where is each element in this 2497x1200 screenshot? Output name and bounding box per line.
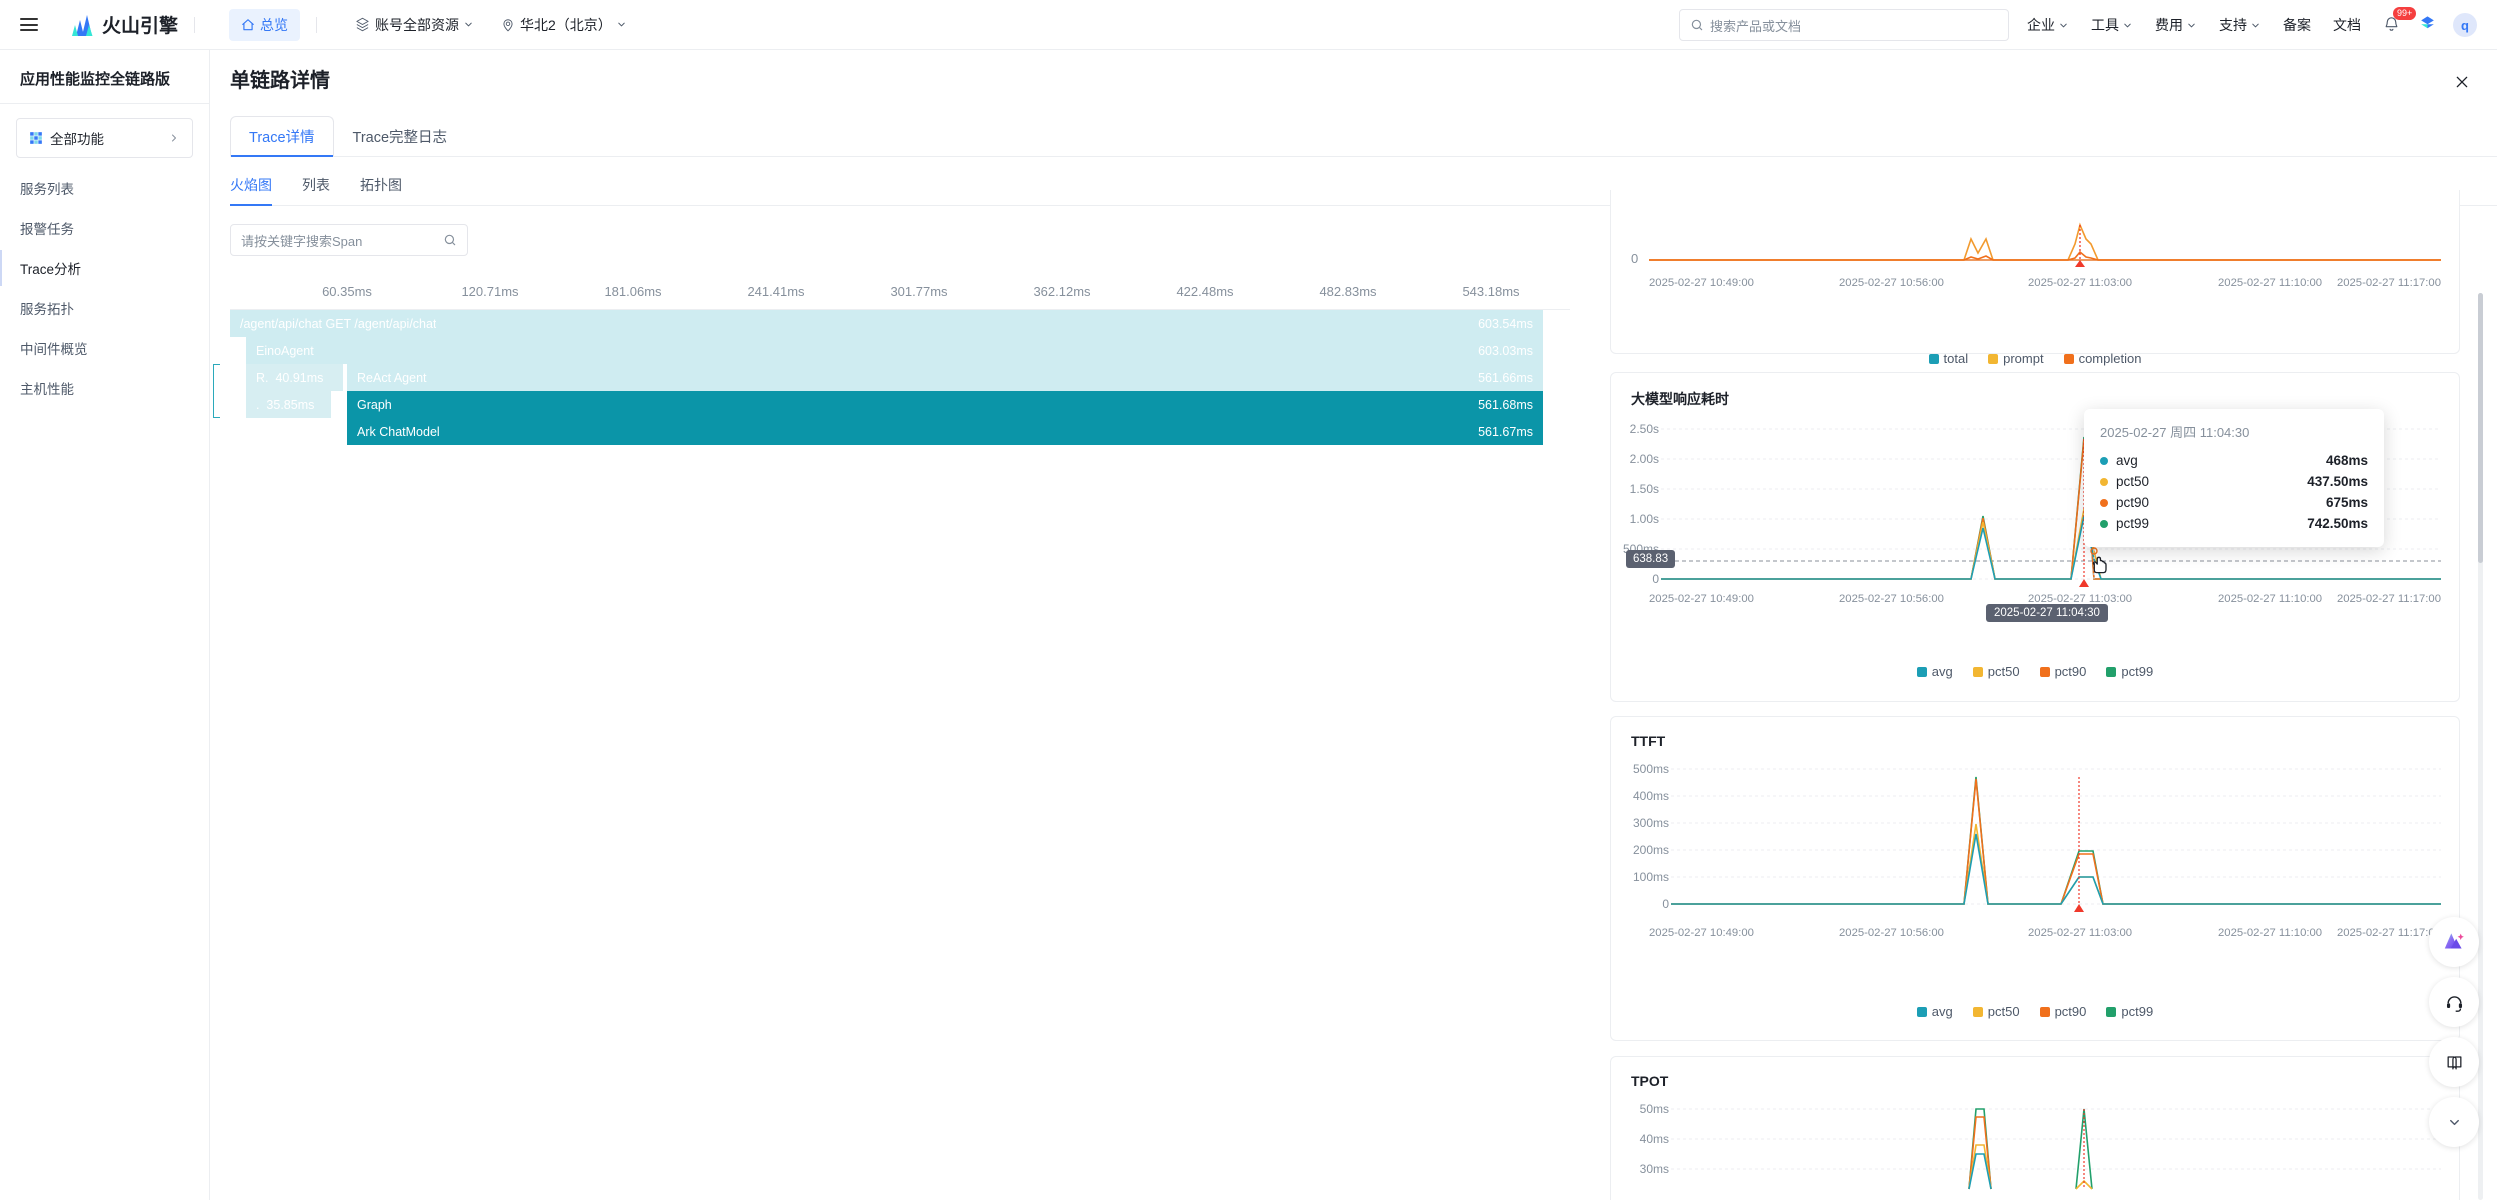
svg-text:1.50s: 1.50s xyxy=(1630,482,1659,496)
svg-text:2025-02-27 10:49:00: 2025-02-27 10:49:00 xyxy=(1649,593,1754,605)
svg-text:0: 0 xyxy=(1652,572,1659,586)
svg-text:300ms: 300ms xyxy=(1633,816,1669,830)
svg-text:50ms: 50ms xyxy=(1640,1102,1669,1116)
svg-text:500ms: 500ms xyxy=(1633,762,1669,776)
svg-text:200ms: 200ms xyxy=(1633,843,1669,857)
svg-text:2025-02-27 11:10:00: 2025-02-27 11:10:00 xyxy=(2218,593,2322,605)
svg-text:2025-02-27 10:56:00: 2025-02-27 10:56:00 xyxy=(1839,593,1944,605)
svg-text:2.00s: 2.00s xyxy=(1630,452,1659,466)
svg-text:2025-02-27 11:17:00: 2025-02-27 11:17:00 xyxy=(2337,277,2441,289)
svg-text:2025-02-27 11:17:00: 2025-02-27 11:17:00 xyxy=(2337,927,2441,939)
svg-text:2025-02-27 11:03:00: 2025-02-27 11:03:00 xyxy=(2028,927,2132,939)
svg-text:100ms: 100ms xyxy=(1633,870,1669,884)
svg-text:40ms: 40ms xyxy=(1640,1132,1669,1146)
svg-text:2025-02-27 10:56:00: 2025-02-27 10:56:00 xyxy=(1839,927,1944,939)
svg-text:2025-02-27 11:10:00: 2025-02-27 11:10:00 xyxy=(2218,277,2322,289)
svg-text:2025-02-27 10:49:00: 2025-02-27 10:49:00 xyxy=(1649,927,1754,939)
svg-text:2025-02-27 11:03:00: 2025-02-27 11:03:00 xyxy=(2028,277,2132,289)
svg-text:0: 0 xyxy=(1631,251,1638,266)
svg-text:2025-02-27 11:10:00: 2025-02-27 11:10:00 xyxy=(2218,927,2322,939)
svg-text:2025-02-27 10:56:00: 2025-02-27 10:56:00 xyxy=(1839,277,1944,289)
svg-text:0: 0 xyxy=(1662,897,1669,911)
svg-text:1.00s: 1.00s xyxy=(1630,512,1659,526)
svg-text:30ms: 30ms xyxy=(1640,1162,1669,1176)
svg-text:2025-02-27 10:49:00: 2025-02-27 10:49:00 xyxy=(1649,277,1754,289)
svg-text:400ms: 400ms xyxy=(1633,789,1669,803)
svg-text:2.50s: 2.50s xyxy=(1630,422,1659,436)
svg-text:2025-02-27 11:17:00: 2025-02-27 11:17:00 xyxy=(2337,593,2441,605)
